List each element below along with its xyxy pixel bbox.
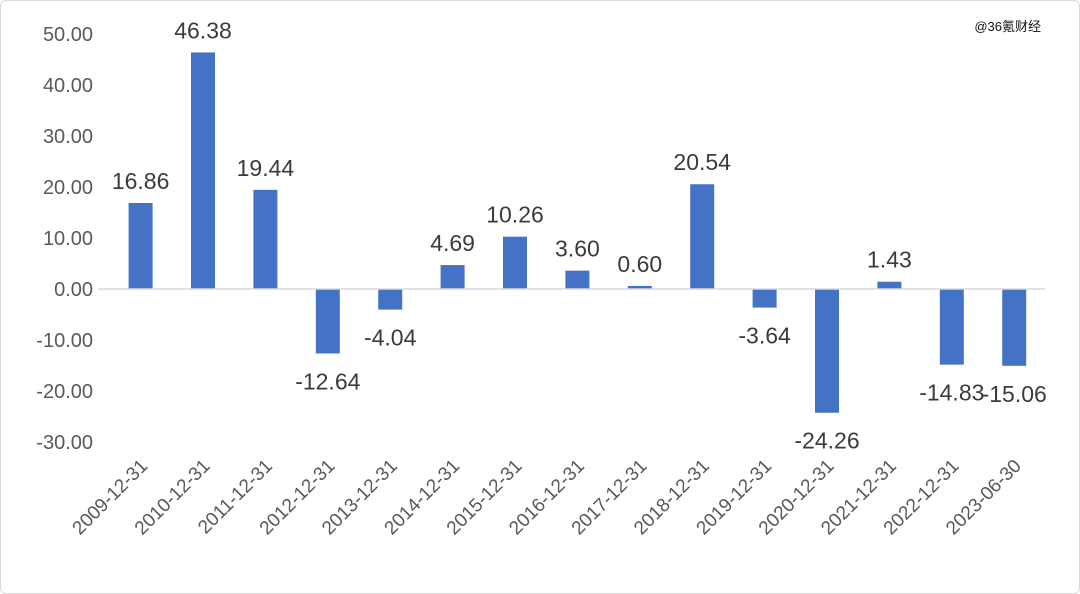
data-label: 0.60 bbox=[617, 251, 662, 277]
bar bbox=[939, 289, 964, 365]
data-label: 3.60 bbox=[555, 236, 600, 262]
y-tick-label: 30.00 bbox=[43, 126, 93, 148]
bar bbox=[690, 184, 715, 289]
bar bbox=[877, 281, 902, 289]
data-label: 16.86 bbox=[112, 168, 170, 194]
y-tick-label: -10.00 bbox=[36, 330, 93, 352]
x-axis-ticks: 2009-12-312010-12-312011-12-312012-12-31… bbox=[69, 456, 1026, 540]
watermark: @36氪财经 bbox=[974, 19, 1041, 34]
y-tick-label: -30.00 bbox=[36, 432, 93, 454]
y-tick-label: -20.00 bbox=[36, 381, 93, 403]
bar bbox=[815, 289, 839, 413]
bars bbox=[128, 52, 1027, 413]
data-label: -24.26 bbox=[794, 428, 859, 454]
y-tick-label: 0.00 bbox=[54, 279, 93, 301]
data-label: -12.64 bbox=[295, 368, 360, 394]
bar bbox=[315, 289, 340, 354]
data-label: -15.06 bbox=[982, 381, 1047, 407]
bar bbox=[627, 285, 652, 289]
data-label: -3.64 bbox=[738, 323, 791, 349]
bar bbox=[440, 265, 465, 289]
data-label: 10.26 bbox=[486, 202, 544, 228]
data-label: 19.44 bbox=[237, 155, 295, 181]
bar bbox=[565, 270, 590, 289]
data-label: 20.54 bbox=[673, 149, 731, 175]
y-tick-label: 50.00 bbox=[43, 24, 93, 46]
data-label: -14.83 bbox=[919, 380, 984, 406]
y-tick-label: 40.00 bbox=[43, 75, 93, 97]
bar bbox=[378, 289, 403, 310]
bar bbox=[1002, 289, 1027, 366]
bar bbox=[191, 52, 215, 289]
data-label: 46.38 bbox=[174, 17, 232, 43]
bar bbox=[253, 189, 278, 289]
data-label: -4.04 bbox=[364, 325, 417, 351]
data-labels: 16.86 46.38 19.44 -12.64-4.04 4.69 10.26 3.60 0… bbox=[112, 17, 1047, 453]
y-axis-ticks: 50.00 40.00 30.00 20.00 10.00 0.00 -10.00 -20.0… bbox=[36, 24, 93, 454]
bar bbox=[752, 289, 777, 308]
data-label: 1.43 bbox=[867, 247, 912, 273]
y-tick-label: 10.00 bbox=[43, 228, 93, 250]
data-label: 4.69 bbox=[430, 230, 475, 256]
bar bbox=[503, 236, 527, 289]
y-tick-label: 20.00 bbox=[43, 177, 93, 199]
bar bbox=[128, 203, 153, 289]
